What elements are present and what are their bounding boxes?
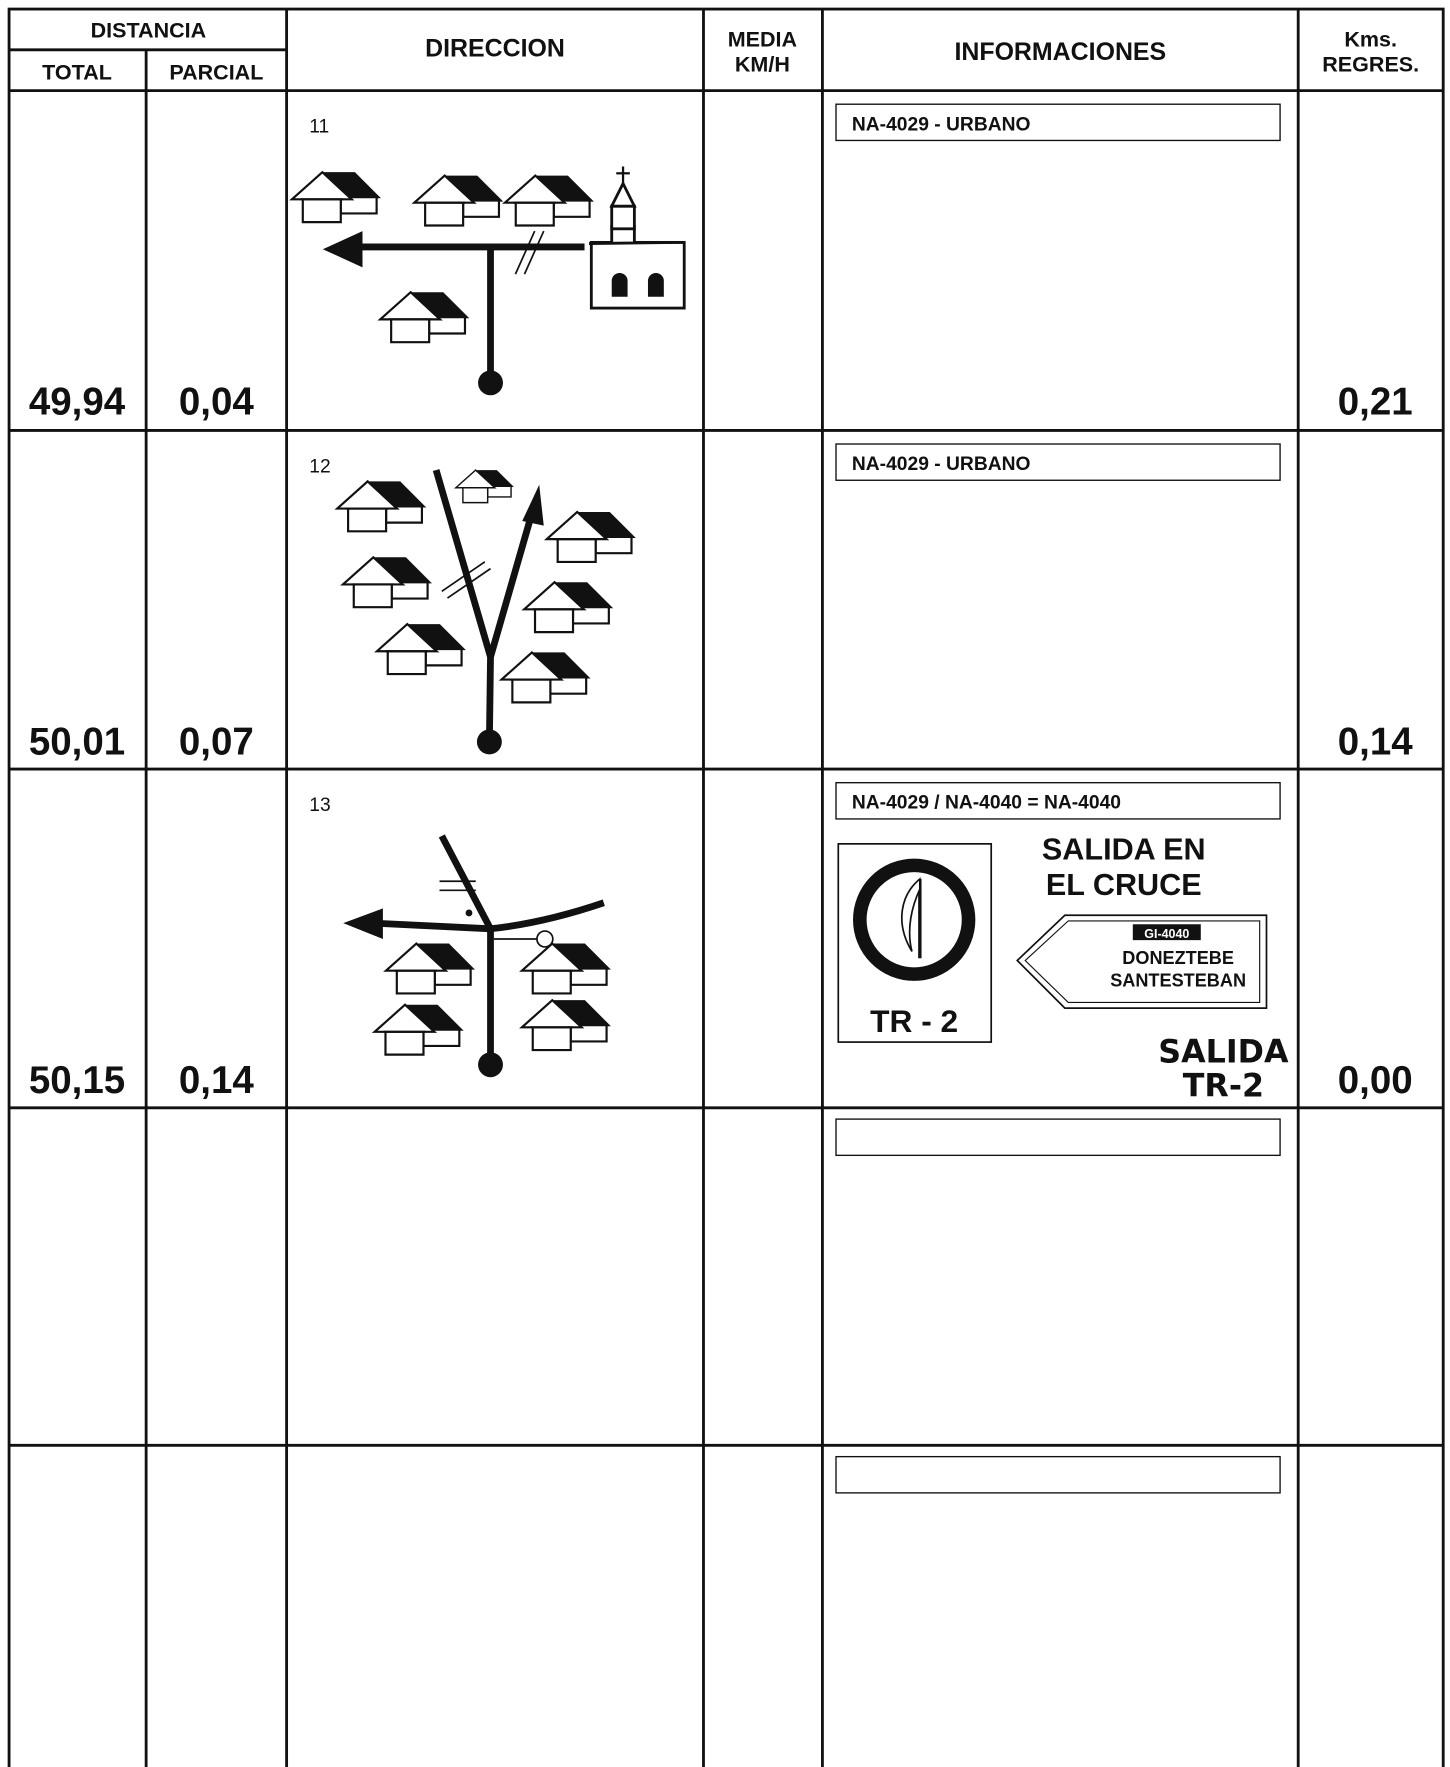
info-box bbox=[835, 103, 1281, 142]
exit-note: TR-2 bbox=[1183, 1068, 1264, 1104]
parcial: 0,07 bbox=[179, 720, 254, 763]
sign-destination: SANTESTEBAN bbox=[1110, 971, 1246, 991]
note: SALIDA EN bbox=[1042, 833, 1206, 867]
row-number: 11 bbox=[309, 117, 329, 138]
sign-label: TR - 2 bbox=[870, 1003, 958, 1039]
tr-sign bbox=[837, 843, 993, 1043]
info-text: NA-4029 - URBANO bbox=[852, 114, 1031, 135]
table-grid bbox=[7, 7, 1445, 1767]
exit-note: SALIDA bbox=[1158, 1034, 1289, 1070]
info-box bbox=[835, 443, 1281, 481]
info-box bbox=[835, 782, 1281, 820]
parcial: 0,14 bbox=[179, 1059, 255, 1102]
empty-info-boxes bbox=[835, 1118, 1281, 1494]
total: 50,01 bbox=[29, 720, 125, 763]
kms-regres: 0,14 bbox=[1338, 720, 1414, 763]
header-informaciones: INFORMACIONES bbox=[954, 38, 1166, 66]
kms-regres: 0,00 bbox=[1338, 1059, 1413, 1102]
sign-road: GI-4040 bbox=[1144, 927, 1189, 941]
header-media: KM/H bbox=[735, 52, 790, 76]
total: 49,94 bbox=[29, 381, 126, 424]
row-number: 12 bbox=[309, 456, 330, 477]
note: EL CRUCE bbox=[1046, 868, 1202, 902]
row-number: 13 bbox=[309, 795, 330, 816]
sign-destination: DONEZTEBE bbox=[1122, 948, 1234, 968]
header-kms: REGRES. bbox=[1322, 52, 1419, 76]
info-text: NA-4029 / NA-4040 = NA-4040 bbox=[852, 793, 1121, 814]
header-distancia: DISTANCIA bbox=[91, 18, 207, 42]
parcial: 0,04 bbox=[179, 381, 255, 424]
info-text: NA-4029 - URBANO bbox=[852, 454, 1031, 475]
total: 50,15 bbox=[29, 1059, 125, 1102]
kms-regres: 0,21 bbox=[1338, 381, 1413, 424]
header-parcial: PARCIAL bbox=[169, 60, 263, 84]
tulip-diagram-11 bbox=[290, 166, 686, 396]
header-total: TOTAL bbox=[42, 60, 112, 84]
direction-sign bbox=[1016, 914, 1268, 1009]
header-direccion: DIRECCION bbox=[425, 35, 565, 63]
header-kms: Kms. bbox=[1344, 27, 1397, 51]
tulip-diagram-12 bbox=[336, 469, 637, 755]
tulip-diagram-13 bbox=[343, 834, 613, 1078]
header-media: MEDIA bbox=[728, 27, 797, 51]
